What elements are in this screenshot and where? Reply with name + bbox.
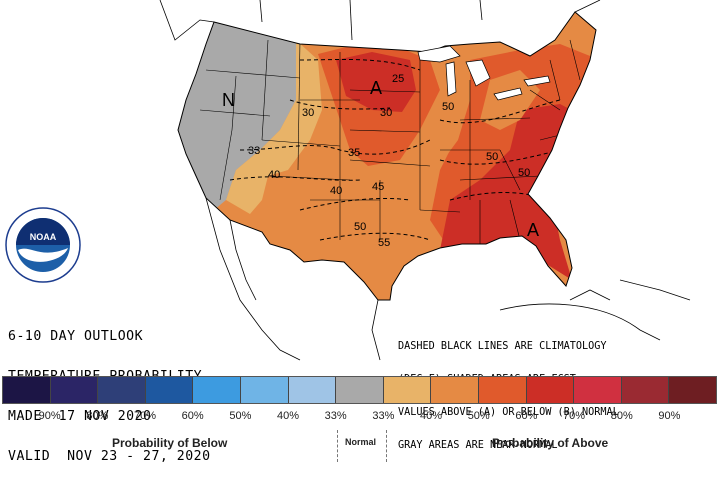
- contour-label: 50: [442, 101, 454, 113]
- land-outline-other: [159, 0, 691, 361]
- legend-swatch: [526, 377, 575, 403]
- contour-label: 55: [378, 237, 390, 249]
- us-outline: [177, 11, 597, 301]
- note-line: DASHED BLACK LINES ARE CLIMATOLOGY: [398, 341, 607, 352]
- legend-tick: 40%: [277, 410, 300, 422]
- legend-tick: 60%: [181, 410, 204, 422]
- legend-tick: 70%: [133, 410, 157, 422]
- legend-tick: 40%: [420, 410, 443, 422]
- legend-ticks: 90% 80% 70% 60% 50% 40% 33% 33% 40% 50% …: [2, 410, 717, 424]
- map-label-above-north: A: [370, 78, 382, 98]
- normal-caption: Normal: [345, 437, 377, 447]
- made-date-line: MADE 17 NOV 2020: [8, 409, 152, 424]
- noaa-logo-text: NOAA: [30, 232, 57, 242]
- contour-label: 50: [354, 221, 366, 233]
- legend-swatch: [431, 377, 479, 403]
- legend-swatch: [50, 377, 99, 403]
- note-line: VALUES ABOVE (A) OR BELOW (B) NORMAL: [398, 407, 619, 418]
- legend-swatch: [193, 377, 241, 403]
- legend-tick: 33%: [324, 410, 347, 422]
- legend-swatch: [478, 377, 527, 403]
- contour-labels: 25 30 30 33 35 40 40 45 50 50 50 50 55: [248, 73, 530, 249]
- legend-swatch: [669, 377, 716, 403]
- title-line: 6-10 DAY OUTLOOK: [8, 329, 144, 344]
- state-boundaries: [199, 39, 581, 244]
- map-label-near-normal: N: [222, 90, 235, 110]
- legend-divider: [337, 430, 338, 462]
- legend-tick: 80%: [610, 410, 633, 422]
- legend-tick: 70%: [563, 410, 586, 422]
- legend-tick-spacer: [693, 410, 717, 424]
- contour-label: 50: [486, 151, 498, 163]
- above-caption: Probability of Above: [492, 436, 609, 450]
- contour-label: 33: [248, 145, 260, 157]
- legend-swatch: [240, 377, 289, 403]
- note-line: GRAY AREAS ARE NEAR-NORMAL: [398, 440, 558, 451]
- legend-swatch: [336, 377, 384, 403]
- forecast-shading: [178, 12, 596, 300]
- legend-tick: 33%: [372, 410, 395, 422]
- legend-tick-spacer: [2, 410, 26, 424]
- legend-tick: 60%: [515, 410, 538, 422]
- legend-tick: 50%: [229, 410, 252, 422]
- legend-swatch: [574, 377, 622, 403]
- contour-label: 40: [330, 185, 342, 197]
- legend-swatch: [145, 377, 194, 403]
- legend-tick: 90%: [38, 410, 61, 422]
- valid-date-line: VALID NOV 23 - 27, 2020: [8, 449, 211, 464]
- contour-label: 35: [348, 147, 360, 159]
- legend-tick: 90%: [658, 410, 681, 422]
- legend-swatch: [98, 377, 146, 403]
- legend-tick: 50%: [467, 410, 490, 422]
- legend-swatch: [3, 377, 51, 403]
- probability-legend-bar: [2, 376, 717, 404]
- contour-label: 30: [380, 107, 392, 119]
- legend-swatch: [621, 377, 670, 403]
- contour-label: 40: [268, 169, 280, 181]
- noaa-logo: NOAA: [5, 207, 81, 283]
- contour-label: 30: [302, 107, 314, 119]
- legend-tick: 80%: [86, 410, 109, 422]
- great-lakes: [417, 45, 551, 101]
- legend-swatch: [383, 377, 432, 403]
- contour-label: 25: [392, 73, 404, 85]
- contour-label: 45: [372, 181, 384, 193]
- legend-divider: [386, 430, 387, 462]
- legend-swatch: [288, 377, 337, 403]
- below-caption: Probability of Below: [112, 436, 228, 450]
- contour-label: 50: [518, 167, 530, 179]
- map-label-above-southeast: A: [527, 220, 539, 240]
- outlook-map: N A A 25 30 30 33 35 40 40 45 50 50 50 5…: [159, 0, 691, 361]
